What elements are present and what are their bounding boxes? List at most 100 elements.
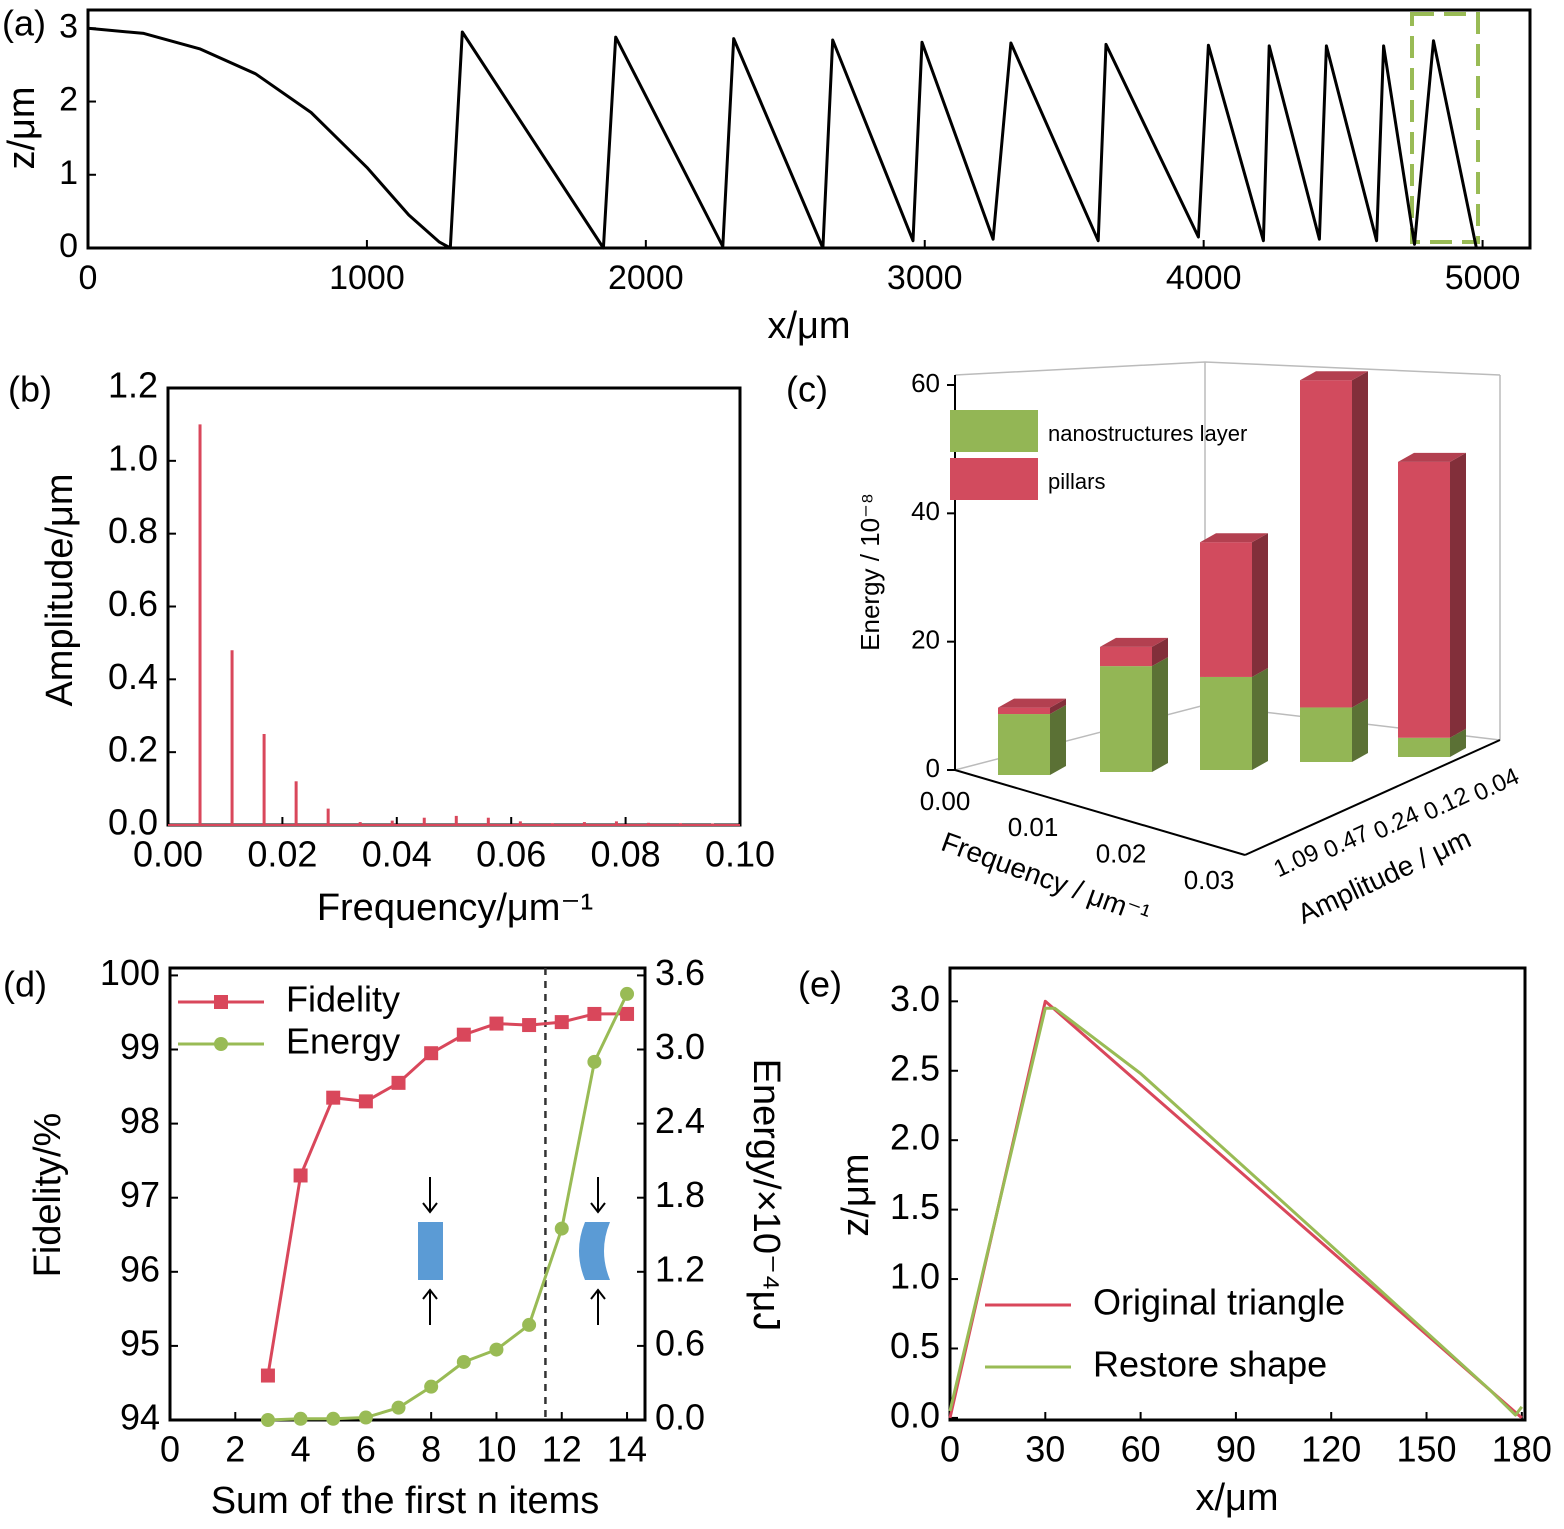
arrow-up [422, 1288, 438, 1325]
x-tick-label: 30 [1025, 1429, 1065, 1470]
panel-label: (d) [3, 964, 47, 1005]
legend-label: pillars [1048, 469, 1105, 494]
x-tick-label: 0.06 [476, 834, 546, 875]
bar-top [1398, 452, 1466, 462]
x-tick-label: 12 [542, 1429, 582, 1470]
bar-side [1152, 637, 1168, 667]
x-tick-label: 0.00 [133, 834, 203, 875]
plot-frame [948, 966, 1527, 1422]
y-axis-title: z/μm [1, 86, 43, 169]
y-tick-label: 0.6 [108, 583, 158, 624]
x-tick-label: 150 [1396, 1429, 1456, 1470]
bar-front [1200, 542, 1252, 677]
bar-side [1450, 452, 1466, 738]
marker [489, 1342, 504, 1357]
y-tick-label: 0.24 [1370, 801, 1424, 845]
y-tick-label: 1 [59, 154, 78, 192]
marker [587, 1006, 602, 1021]
x-tick-label: 8 [421, 1429, 441, 1470]
legend-label: nanostructures layer [1048, 421, 1247, 446]
data-line [948, 1006, 1523, 1417]
marker [554, 1015, 569, 1030]
x-tick-label: 60 [1121, 1429, 1161, 1470]
y-tick-label: 1.0 [890, 1256, 940, 1297]
bar-side [1252, 533, 1268, 677]
legend-label: Original triangle [1093, 1282, 1345, 1323]
y-tick-label: 1.2 [108, 365, 158, 406]
bar-front [1398, 737, 1450, 757]
y-tick-label: 100 [100, 952, 160, 993]
bar-top [1200, 533, 1268, 543]
legend-label: Fidelity [286, 979, 400, 1020]
arrow-up [590, 1288, 606, 1325]
y-axis [1244, 739, 1501, 856]
y2-tick-label: 1.2 [655, 1248, 705, 1289]
y-axis-title: Amplitude/μm [39, 473, 81, 706]
y-tick-label: 98 [120, 1100, 160, 1141]
marker [293, 1168, 308, 1183]
x-tick-label: 0 [940, 1429, 960, 1470]
legend-label: Restore shape [1093, 1344, 1327, 1385]
marker [293, 1411, 308, 1426]
bar-top [1300, 371, 1368, 381]
plot-frame [166, 386, 742, 827]
frame-top [954, 361, 1501, 376]
bar-side [1352, 371, 1368, 708]
x-tick-label: 2 [225, 1429, 245, 1470]
x-tick-label: 14 [607, 1429, 647, 1470]
y2-tick-label: 0.6 [655, 1322, 705, 1363]
y-tick-label: 0.2 [108, 729, 158, 770]
x-tick-label: 180 [1492, 1429, 1552, 1470]
x-tick-label: 10 [476, 1429, 516, 1470]
y-tick-label: 2 [59, 81, 78, 119]
bar-side [1152, 657, 1168, 772]
y-tick-label: 1.09 [1270, 839, 1324, 883]
legend-swatch [950, 458, 1038, 500]
x-tick-label: 90 [1216, 1429, 1256, 1470]
legend-swatch [950, 410, 1038, 452]
bar-front [998, 707, 1050, 715]
marker [424, 1046, 439, 1061]
x-tick-label: 0.01 [1008, 812, 1059, 842]
x-tick-label: 0.03 [1184, 865, 1235, 895]
x-tick-label: 5000 [1445, 259, 1521, 297]
x-axis-title: Frequency/μm⁻¹ [317, 887, 593, 929]
panel-label: (a) [2, 3, 46, 44]
y2-tick-label: 3.6 [655, 952, 705, 993]
bar-front [1100, 666, 1152, 772]
marker [358, 1094, 373, 1109]
y-axis-title: Fidelity/% [27, 1113, 69, 1278]
y-tick-label: 1.5 [890, 1186, 940, 1227]
x-tick-label: 0.04 [362, 834, 432, 875]
marker [326, 1090, 341, 1105]
y-tick-label: 0.8 [108, 510, 158, 551]
bar-side [1450, 728, 1466, 757]
y2-tick-label: 1.8 [655, 1174, 705, 1215]
marker [260, 1413, 275, 1427]
bar-top [998, 698, 1066, 708]
marker [424, 1379, 439, 1394]
z-tick-label: 20 [911, 625, 940, 655]
x-tick-label: 3000 [887, 259, 963, 297]
marker [456, 1354, 471, 1369]
x-tick-label: 0 [160, 1429, 180, 1470]
y-tick-label: 0.04 [1470, 763, 1524, 807]
y-tick-label: 97 [120, 1174, 160, 1215]
bar-front [1100, 646, 1152, 667]
marker [489, 1016, 504, 1031]
straight-pillar-icon [418, 1222, 443, 1280]
z-tick-label: 0 [926, 753, 940, 783]
y-tick-label: 94 [120, 1397, 160, 1438]
y2-tick-label: 2.4 [655, 1100, 705, 1141]
y-tick-label: 2.0 [890, 1117, 940, 1158]
highlight-box [1410, 12, 1480, 244]
y-tick-label: 2.5 [890, 1047, 940, 1088]
y-tick-label: 0.47 [1320, 820, 1374, 864]
marker [587, 1054, 602, 1069]
z-tick-label: 60 [911, 368, 940, 398]
x-axis-title: x/μm [1195, 1477, 1278, 1519]
z-tick-label: 40 [911, 496, 940, 526]
legend-label: Energy [286, 1021, 400, 1062]
x-tick-label: 0.08 [591, 834, 661, 875]
